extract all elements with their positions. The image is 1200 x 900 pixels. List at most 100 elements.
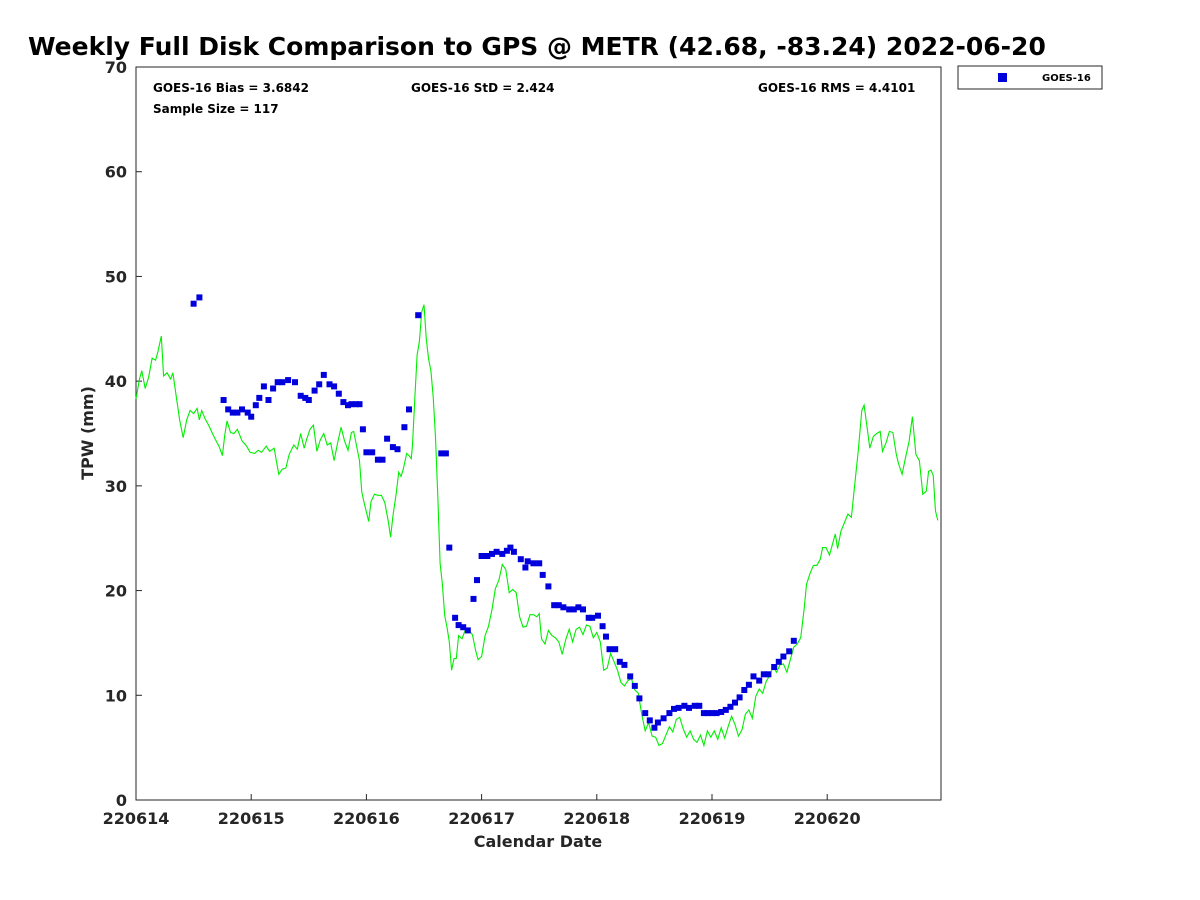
x-tick-label: 220617 (448, 809, 515, 828)
goes16-point (305, 397, 312, 403)
goes16-point (704, 710, 711, 717)
goes16-point (765, 671, 772, 678)
goes16-point (320, 371, 327, 378)
goes16-point (460, 624, 467, 631)
goes16-point (691, 702, 698, 709)
y-tick-label: 70 (105, 58, 127, 77)
goes16-point (507, 544, 514, 551)
y-tick-label: 50 (105, 267, 127, 286)
goes16-point (359, 426, 366, 433)
y-tick-label: 40 (105, 372, 127, 391)
goes16-point (566, 606, 573, 613)
y-tick-label: 10 (105, 686, 127, 705)
goes16-point (316, 381, 323, 388)
goes16-point (363, 449, 370, 456)
goes16-point (292, 379, 298, 386)
y-axis-label: TPW (mm) (78, 386, 97, 480)
goes16-point (718, 709, 725, 715)
goes16-point (335, 390, 342, 397)
goes16-point (311, 387, 318, 394)
goes16-point (709, 710, 715, 717)
goes16-point (384, 435, 391, 442)
chart-title: Weekly Full Disk Comparison to GPS @ MET… (28, 32, 1046, 61)
goes16-point (394, 446, 401, 453)
sample-size-stat: Sample Size = 117 (153, 102, 279, 116)
goes16-point (401, 424, 408, 431)
goes16-point (732, 699, 738, 706)
goes16-point (545, 583, 552, 590)
goes16-point (780, 653, 787, 660)
goes16-point (570, 606, 577, 613)
goes16-point (248, 413, 255, 420)
x-tick-label: 220619 (679, 809, 746, 828)
goes16-point (636, 695, 643, 702)
goes16-point (595, 612, 601, 619)
goes16-point (499, 550, 506, 557)
goes16-point (452, 614, 459, 621)
gps-tpw-line (135, 304, 939, 748)
goes16-point (775, 658, 782, 665)
goes16-point (285, 377, 292, 384)
goes16-point (681, 702, 688, 709)
goes16-point (446, 544, 453, 551)
goes16-point (606, 646, 613, 653)
goes16-point (297, 392, 304, 399)
goes16-point (585, 614, 592, 621)
plot-area (135, 66, 942, 801)
goes16-point (510, 548, 517, 555)
goes16-point (741, 687, 748, 693)
rms-stat: GOES-16 RMS = 4.4101 (758, 81, 915, 95)
goes16-point (727, 703, 734, 710)
goes16-point (555, 602, 562, 609)
goes16-point (348, 401, 355, 408)
y-axis: 0 10 20 30 40 50 60 70 (105, 58, 142, 810)
goes16-point (489, 550, 495, 557)
goes16-point (256, 394, 263, 401)
goes16-point (340, 399, 347, 406)
goes16-point (580, 606, 586, 613)
goes16-point (265, 397, 272, 403)
goes16-point (686, 704, 692, 711)
goes16-point (616, 658, 623, 665)
goes16-point (517, 556, 524, 563)
goes16-point (389, 444, 396, 451)
goes16-point (666, 710, 673, 717)
y-tick-label: 20 (105, 582, 127, 601)
goes16-point (603, 633, 609, 640)
goes16-point (646, 717, 653, 724)
goes16-point (745, 681, 752, 688)
goes16-point (503, 547, 510, 554)
goes16-point (220, 397, 227, 403)
goes16-point (270, 385, 277, 392)
goes16-point (442, 450, 449, 457)
goes16-point (536, 560, 543, 567)
goes16-point (356, 401, 363, 408)
goes16-point (660, 715, 667, 722)
goes16-point (478, 553, 485, 559)
x-tick-label: 220620 (794, 809, 861, 828)
goes16-point (722, 706, 729, 713)
goes16-point (599, 623, 606, 630)
goes16-point (326, 381, 333, 388)
goes16-point (353, 401, 359, 408)
goes16-point (642, 710, 649, 717)
std-stat: GOES-16 StD = 2.424 (411, 81, 554, 95)
goes16-point (470, 595, 477, 602)
x-axis-label: Calendar Date (474, 832, 603, 851)
goes16-point (406, 406, 412, 413)
legend-marker-goes16 (998, 73, 1007, 82)
goes16-point (474, 577, 480, 584)
goes16-point (252, 402, 259, 409)
goes16-point (379, 456, 386, 463)
goes16-scatter-series (190, 294, 797, 731)
x-tick-label: 220615 (218, 809, 285, 828)
goes16-point (374, 456, 381, 463)
goes16-point (790, 637, 797, 644)
goes16-point (234, 409, 241, 416)
goes16-point (551, 602, 558, 609)
goes16-point (736, 694, 743, 701)
legend: GOES-16 (957, 65, 1103, 90)
legend-box (957, 65, 1103, 90)
goes16-point (696, 702, 703, 709)
goes16-point (225, 406, 232, 413)
